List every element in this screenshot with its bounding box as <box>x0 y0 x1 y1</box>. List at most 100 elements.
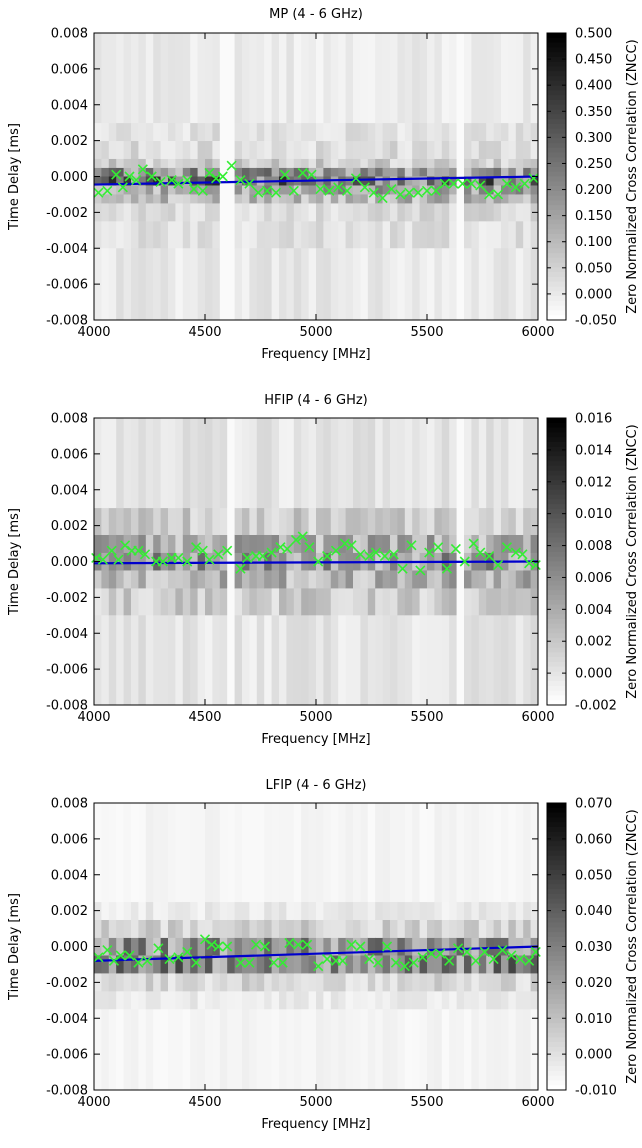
heatmap-cell <box>286 507 295 535</box>
heatmap-cell <box>94 185 102 195</box>
heatmap-cell <box>456 194 465 204</box>
peak-marker <box>182 946 193 957</box>
heatmap-cell <box>301 901 309 920</box>
colorbar-tick-label: 0.012 <box>575 475 612 490</box>
heatmap-cell <box>419 534 428 553</box>
heatmap-cell <box>345 588 354 616</box>
heatmap-cell <box>493 185 502 195</box>
heatmap-cell <box>397 534 406 553</box>
heatmap-cell <box>471 991 480 1010</box>
heatmap-cell <box>501 901 509 920</box>
colorbar-segment <box>547 209 566 216</box>
heatmap-cell <box>508 140 517 159</box>
heatmap-cell <box>367 158 376 168</box>
heatmap-cell <box>530 140 539 159</box>
heatmap-cell <box>353 33 361 124</box>
heatmap-cell <box>471 203 480 222</box>
heatmap-cell <box>116 615 124 706</box>
heatmap-cell <box>197 140 206 159</box>
colorbar-segment <box>547 61 566 67</box>
heatmap-cell <box>145 588 154 616</box>
heatmap-cell <box>523 248 531 321</box>
heatmap-cell <box>493 158 502 168</box>
heatmap-cell <box>145 955 154 974</box>
heatmap-cell <box>456 570 465 589</box>
peak-marker <box>120 540 131 551</box>
heatmap-cell <box>530 167 539 177</box>
heatmap-cell <box>182 248 191 321</box>
heatmap-cell <box>523 991 531 1010</box>
heatmap-cell <box>227 248 235 321</box>
y-axis-label: Time Delay [ms] <box>7 508 22 616</box>
heatmap-cell <box>123 140 132 159</box>
heatmap-cell <box>219 194 228 204</box>
heatmap-cell <box>493 588 502 616</box>
heatmap-cell <box>279 937 287 956</box>
heatmap-cell <box>360 33 369 124</box>
colorbar-segment <box>547 296 566 302</box>
heatmap-cell <box>530 194 539 204</box>
peak-marker <box>182 556 193 567</box>
heatmap-cell <box>264 33 272 124</box>
heatmap-cell <box>412 167 420 177</box>
heatmap-cell <box>212 991 221 1010</box>
heatmap-cell <box>419 33 428 124</box>
heatmap-cell <box>264 901 272 920</box>
heatmap-cell <box>264 1009 272 1091</box>
heatmap-cell <box>501 803 509 903</box>
peak-marker <box>293 939 304 950</box>
heatmap-cell <box>264 248 272 321</box>
heatmap-cell <box>515 901 524 920</box>
heatmap-cell <box>308 33 317 124</box>
heatmap-cell <box>182 221 191 249</box>
colorbar-segment <box>547 690 566 696</box>
heatmap-cell <box>205 901 213 920</box>
heatmap-cell <box>382 221 391 249</box>
colorbar-segment <box>547 898 566 904</box>
heatmap-cell <box>456 615 465 706</box>
heatmap-cell <box>138 167 147 177</box>
heatmap-cell <box>256 570 265 589</box>
heatmap-cell <box>464 1009 472 1091</box>
heatmap-cell <box>271 615 280 706</box>
colorbar-frame <box>546 32 567 321</box>
heatmap-cell <box>515 615 524 706</box>
x-tick-label: 4000 <box>77 325 110 340</box>
heatmap-cell <box>234 140 243 159</box>
heatmap-cell <box>427 991 435 1010</box>
heatmap-cell <box>530 919 539 938</box>
heatmap-cell <box>330 418 339 509</box>
colorbar-segment <box>547 451 566 457</box>
heatmap-cell <box>286 33 295 124</box>
heatmap-cell <box>160 167 169 177</box>
heatmap-cell <box>101 991 110 1010</box>
heatmap-cell <box>382 803 391 903</box>
heatmap-cell <box>330 167 339 177</box>
heatmap-cell <box>360 185 369 195</box>
heatmap-cell <box>427 1009 435 1091</box>
heatmap-cell <box>308 248 317 321</box>
heatmap-cell <box>182 1009 191 1091</box>
heatmap-cell <box>123 194 132 204</box>
heatmap-cell <box>212 176 221 186</box>
heatmap-cell <box>242 203 250 222</box>
peak-marker <box>395 189 406 200</box>
heatmap-cell <box>242 158 250 168</box>
heatmap-cell <box>449 122 457 142</box>
heatmap-cell <box>160 991 169 1010</box>
heatmap-cell <box>293 588 302 616</box>
heatmap-cell <box>123 901 132 920</box>
heatmap-cell <box>94 534 102 553</box>
heatmap-cell <box>175 33 184 124</box>
colorbar-segment <box>547 262 566 268</box>
colorbar-tick-label: 0.200 <box>575 183 612 198</box>
heatmap-cell <box>123 158 132 168</box>
heatmap-cell <box>456 185 465 195</box>
heatmap-cell <box>323 203 332 222</box>
heatmap-cell <box>456 1009 465 1091</box>
heatmap-cell <box>404 937 413 956</box>
heatmap-cell <box>345 167 354 177</box>
colorbar-segment <box>547 874 566 881</box>
heatmap-cell <box>101 937 110 956</box>
peak-marker <box>142 955 153 966</box>
